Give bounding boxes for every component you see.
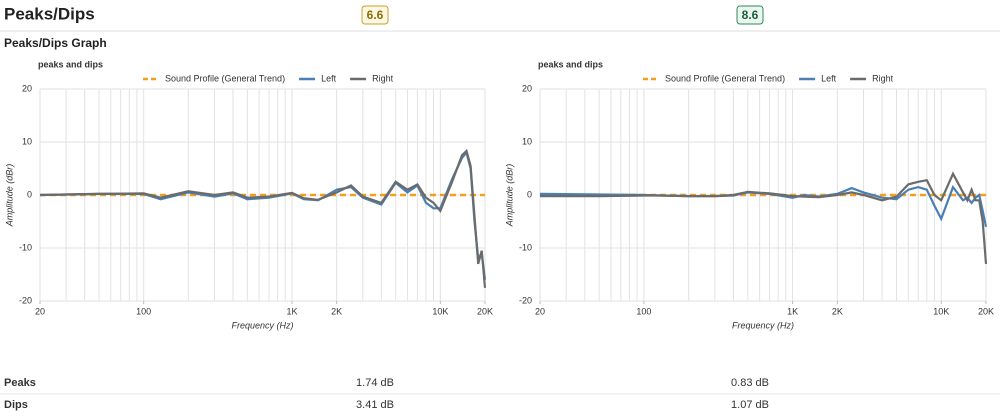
y-tick-label: -20 bbox=[19, 295, 32, 305]
y-tick-label: 0 bbox=[527, 189, 532, 199]
x-tick-label: 2K bbox=[832, 306, 843, 316]
y-tick-label: 0 bbox=[27, 189, 32, 199]
y-tick-label: 20 bbox=[22, 83, 32, 93]
y-tick-label: 10 bbox=[522, 136, 532, 146]
x-tick-label: 100 bbox=[636, 306, 651, 316]
series-line bbox=[540, 171, 988, 264]
y-tick-label: 10 bbox=[22, 136, 32, 146]
x-axis-label: Frequency (Hz) bbox=[732, 320, 794, 330]
section-title: Peaks/Dips Graph bbox=[4, 36, 107, 50]
score: 6.6 bbox=[367, 8, 384, 22]
page-title: Peaks/Dips bbox=[4, 4, 95, 23]
x-tick-label: 100 bbox=[136, 306, 151, 316]
x-tick-label: 20 bbox=[35, 306, 45, 316]
legend-label: Sound Profile (General Trend) bbox=[165, 73, 285, 83]
legend-label: Right bbox=[872, 73, 894, 83]
y-axis-label: Amplitude (dBr) bbox=[4, 164, 14, 228]
table-cell: 0.83 dB bbox=[731, 377, 769, 389]
chart-title: peaks and dips bbox=[538, 59, 603, 69]
legend-label: Left bbox=[321, 73, 337, 83]
y-tick-label: -10 bbox=[519, 242, 532, 252]
series-line bbox=[39, 150, 487, 280]
x-tick-label: 10K bbox=[432, 306, 448, 316]
table-row-label: Dips bbox=[4, 399, 28, 411]
y-tick-label: 20 bbox=[522, 83, 532, 93]
score: 8.6 bbox=[742, 8, 759, 22]
x-tick-label: 1K bbox=[787, 306, 798, 316]
x-tick-label: 2K bbox=[331, 306, 342, 316]
chart-title: peaks and dips bbox=[38, 59, 103, 69]
score-badge bbox=[361, 5, 389, 25]
series-line bbox=[39, 148, 487, 288]
table-cell: 1.07 dB bbox=[731, 399, 769, 411]
table-cell: 1.74 dB bbox=[356, 377, 394, 389]
legend-label: Right bbox=[372, 73, 394, 83]
score-badge bbox=[736, 5, 764, 25]
x-tick-label: 10K bbox=[933, 306, 949, 316]
x-tick-label: 1K bbox=[287, 306, 298, 316]
x-tick-label: 20K bbox=[978, 306, 994, 316]
table-cell: 3.41 dB bbox=[356, 399, 394, 411]
legend-label: Sound Profile (General Trend) bbox=[665, 73, 785, 83]
table-row-label: Peaks bbox=[4, 377, 36, 389]
x-tick-label: 20K bbox=[477, 306, 493, 316]
legend-label: Left bbox=[821, 73, 837, 83]
y-tick-label: -20 bbox=[519, 295, 532, 305]
x-tick-label: 20 bbox=[535, 306, 545, 316]
y-axis-label: Amplitude (dBr) bbox=[504, 164, 514, 228]
x-axis-label: Frequency (Hz) bbox=[231, 320, 293, 330]
y-tick-label: -10 bbox=[19, 242, 32, 252]
